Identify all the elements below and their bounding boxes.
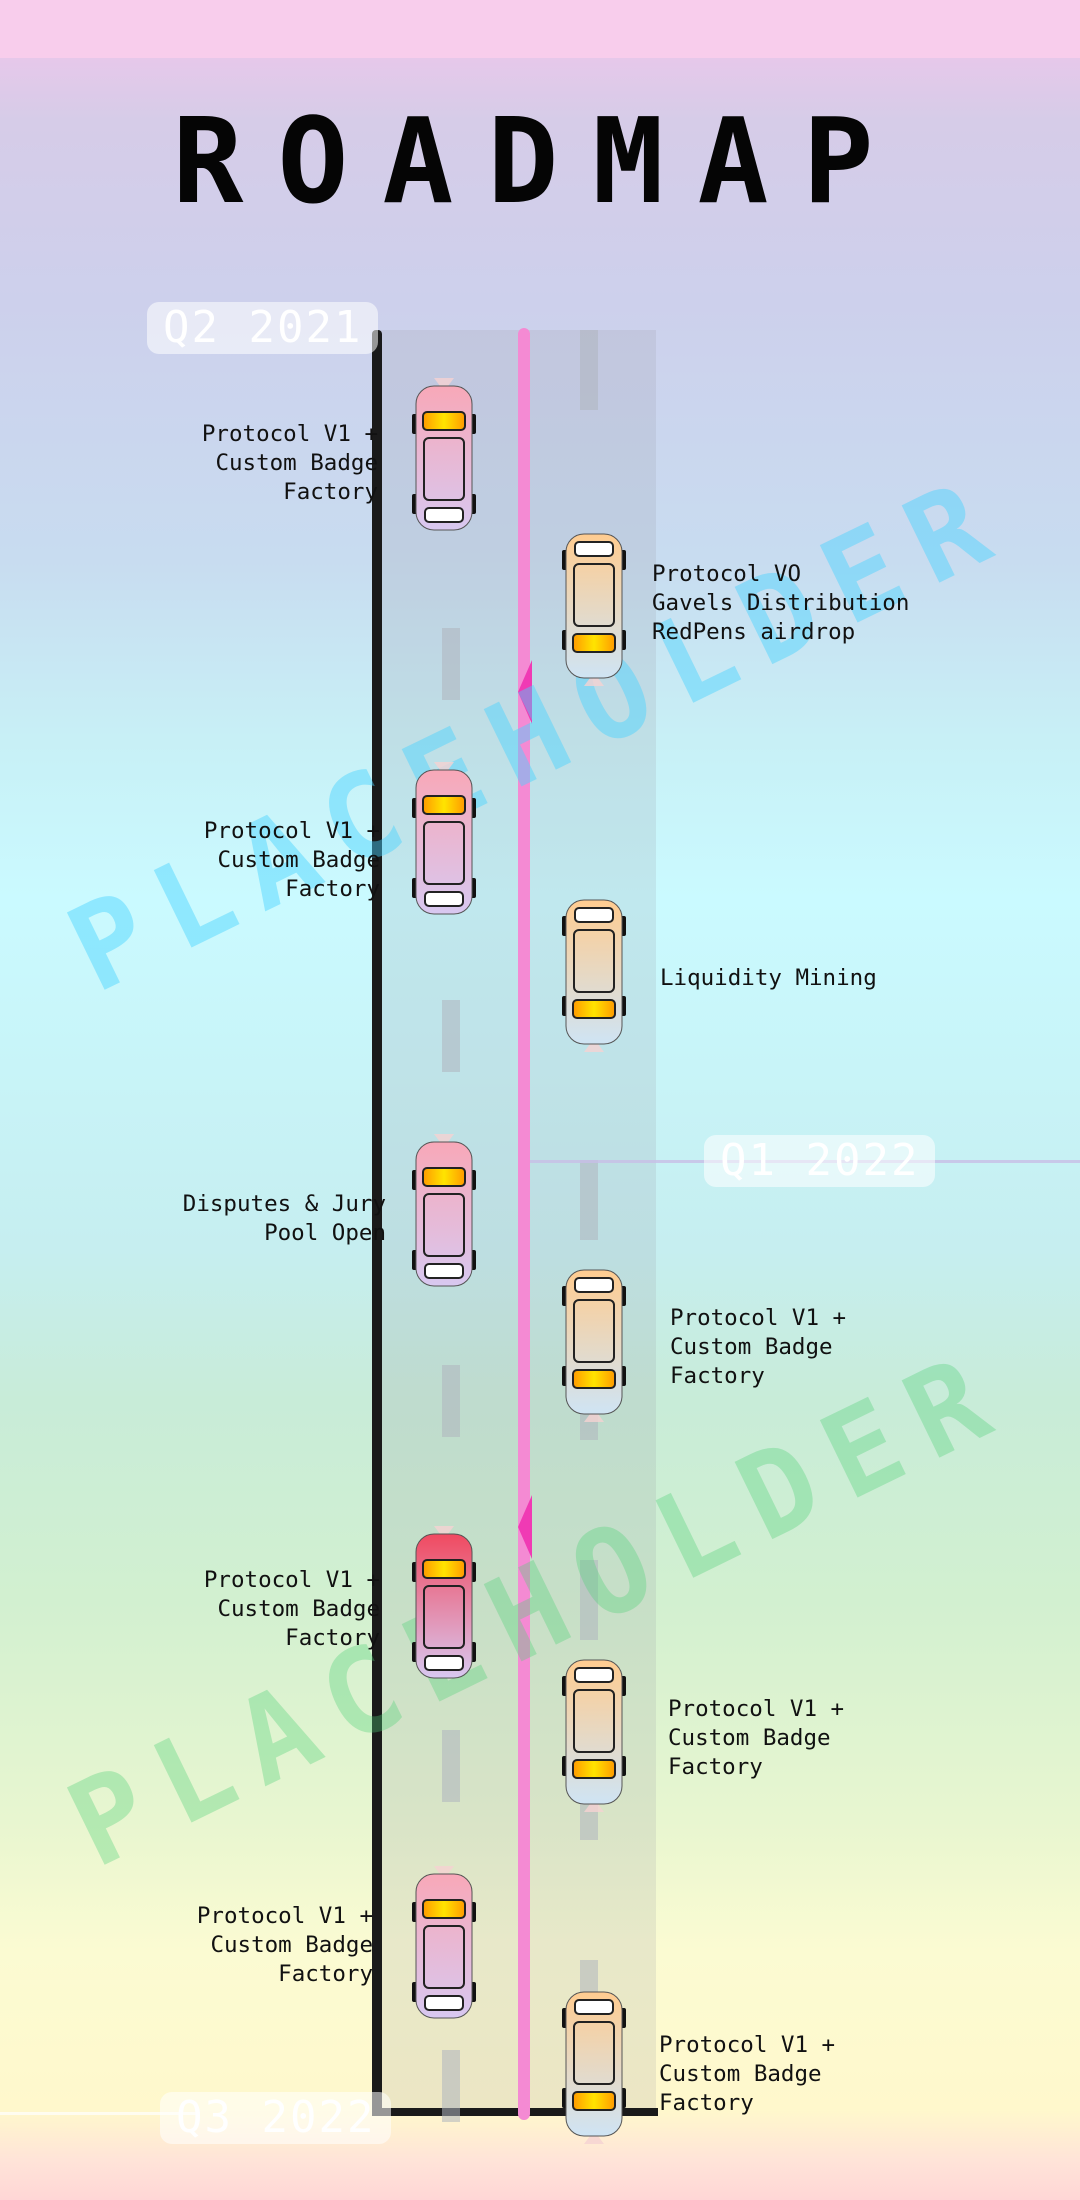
milestone-label: Protocol V1 + Custom Badge Factory xyxy=(203,1567,380,1651)
car-top-view-icon xyxy=(562,1656,626,1816)
timeline-marker xyxy=(518,660,532,724)
lane-dash xyxy=(580,330,598,410)
quarter-badge-q2-2021: Q2 2021 xyxy=(147,302,379,354)
milestone-label: Disputes & Jury Pool Open xyxy=(182,1191,386,1246)
lane-dash xyxy=(580,1560,598,1640)
car-top-view-icon xyxy=(562,896,626,1056)
milestone-label: Protocol V1 + Custom Badge Factory xyxy=(659,2032,836,2116)
lane-dash xyxy=(442,2050,460,2122)
quarter-badge-q1-2022: Q1 2022 xyxy=(704,1135,936,1187)
road-left-edge xyxy=(372,330,382,2116)
car-top-view-icon xyxy=(412,1522,476,1682)
milestone-label: Protocol V1 + Custom Badge Factory xyxy=(670,1305,847,1389)
timeline-marker xyxy=(518,1495,532,1559)
lane-dash xyxy=(442,1365,460,1437)
quarter-badge-q3-2022: Q3 2022 xyxy=(160,2092,392,2144)
milestone-label: Protocol V1 + Custom Badge Factory xyxy=(203,818,380,902)
milestone-label: Liquidity Mining xyxy=(660,965,877,991)
lane-dash xyxy=(580,1160,598,1240)
car-top-view-icon xyxy=(412,374,476,534)
car-top-view-icon xyxy=(562,1988,626,2148)
quarter-divider xyxy=(0,2112,200,2115)
milestone-label: Protocol V1 + Custom Badge Factory xyxy=(196,1903,373,1987)
milestone-label: Protocol V1 + Custom Badge Factory xyxy=(201,421,378,505)
lane-dash xyxy=(442,1730,460,1802)
center-timeline-line xyxy=(518,328,530,2120)
car-top-view-icon xyxy=(412,1862,476,2022)
milestone-label: Protocol V1 + Custom Badge Factory xyxy=(668,1696,845,1780)
car-top-view-icon xyxy=(412,758,476,918)
car-top-view-icon xyxy=(562,530,626,690)
road-bottom-edge xyxy=(372,2108,658,2116)
car-top-view-icon xyxy=(412,1130,476,1290)
lane-dash xyxy=(442,628,460,700)
page-title: ROADMAP xyxy=(172,92,908,230)
milestone-label: Protocol VO Gavels Distribution RedPens … xyxy=(652,561,910,645)
car-top-view-icon xyxy=(562,1266,626,1426)
lane-dash xyxy=(442,1000,460,1072)
